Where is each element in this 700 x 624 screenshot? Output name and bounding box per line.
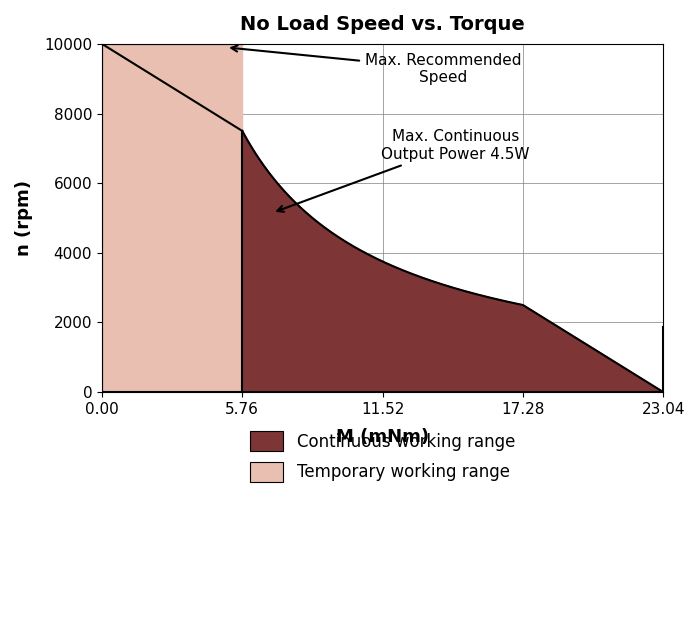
Title: No Load Speed vs. Torque: No Load Speed vs. Torque [240, 15, 525, 34]
Legend: Continuous working range, Temporary working range: Continuous working range, Temporary work… [244, 425, 522, 488]
Polygon shape [102, 44, 242, 392]
Y-axis label: n (rpm): n (rpm) [15, 180, 33, 256]
Text: Max. Recommended
Speed: Max. Recommended Speed [231, 46, 522, 85]
X-axis label: M (mNm): M (mNm) [336, 428, 429, 446]
Polygon shape [242, 131, 663, 392]
Text: Max. Continuous
Output Power 4.5W: Max. Continuous Output Power 4.5W [277, 129, 529, 212]
